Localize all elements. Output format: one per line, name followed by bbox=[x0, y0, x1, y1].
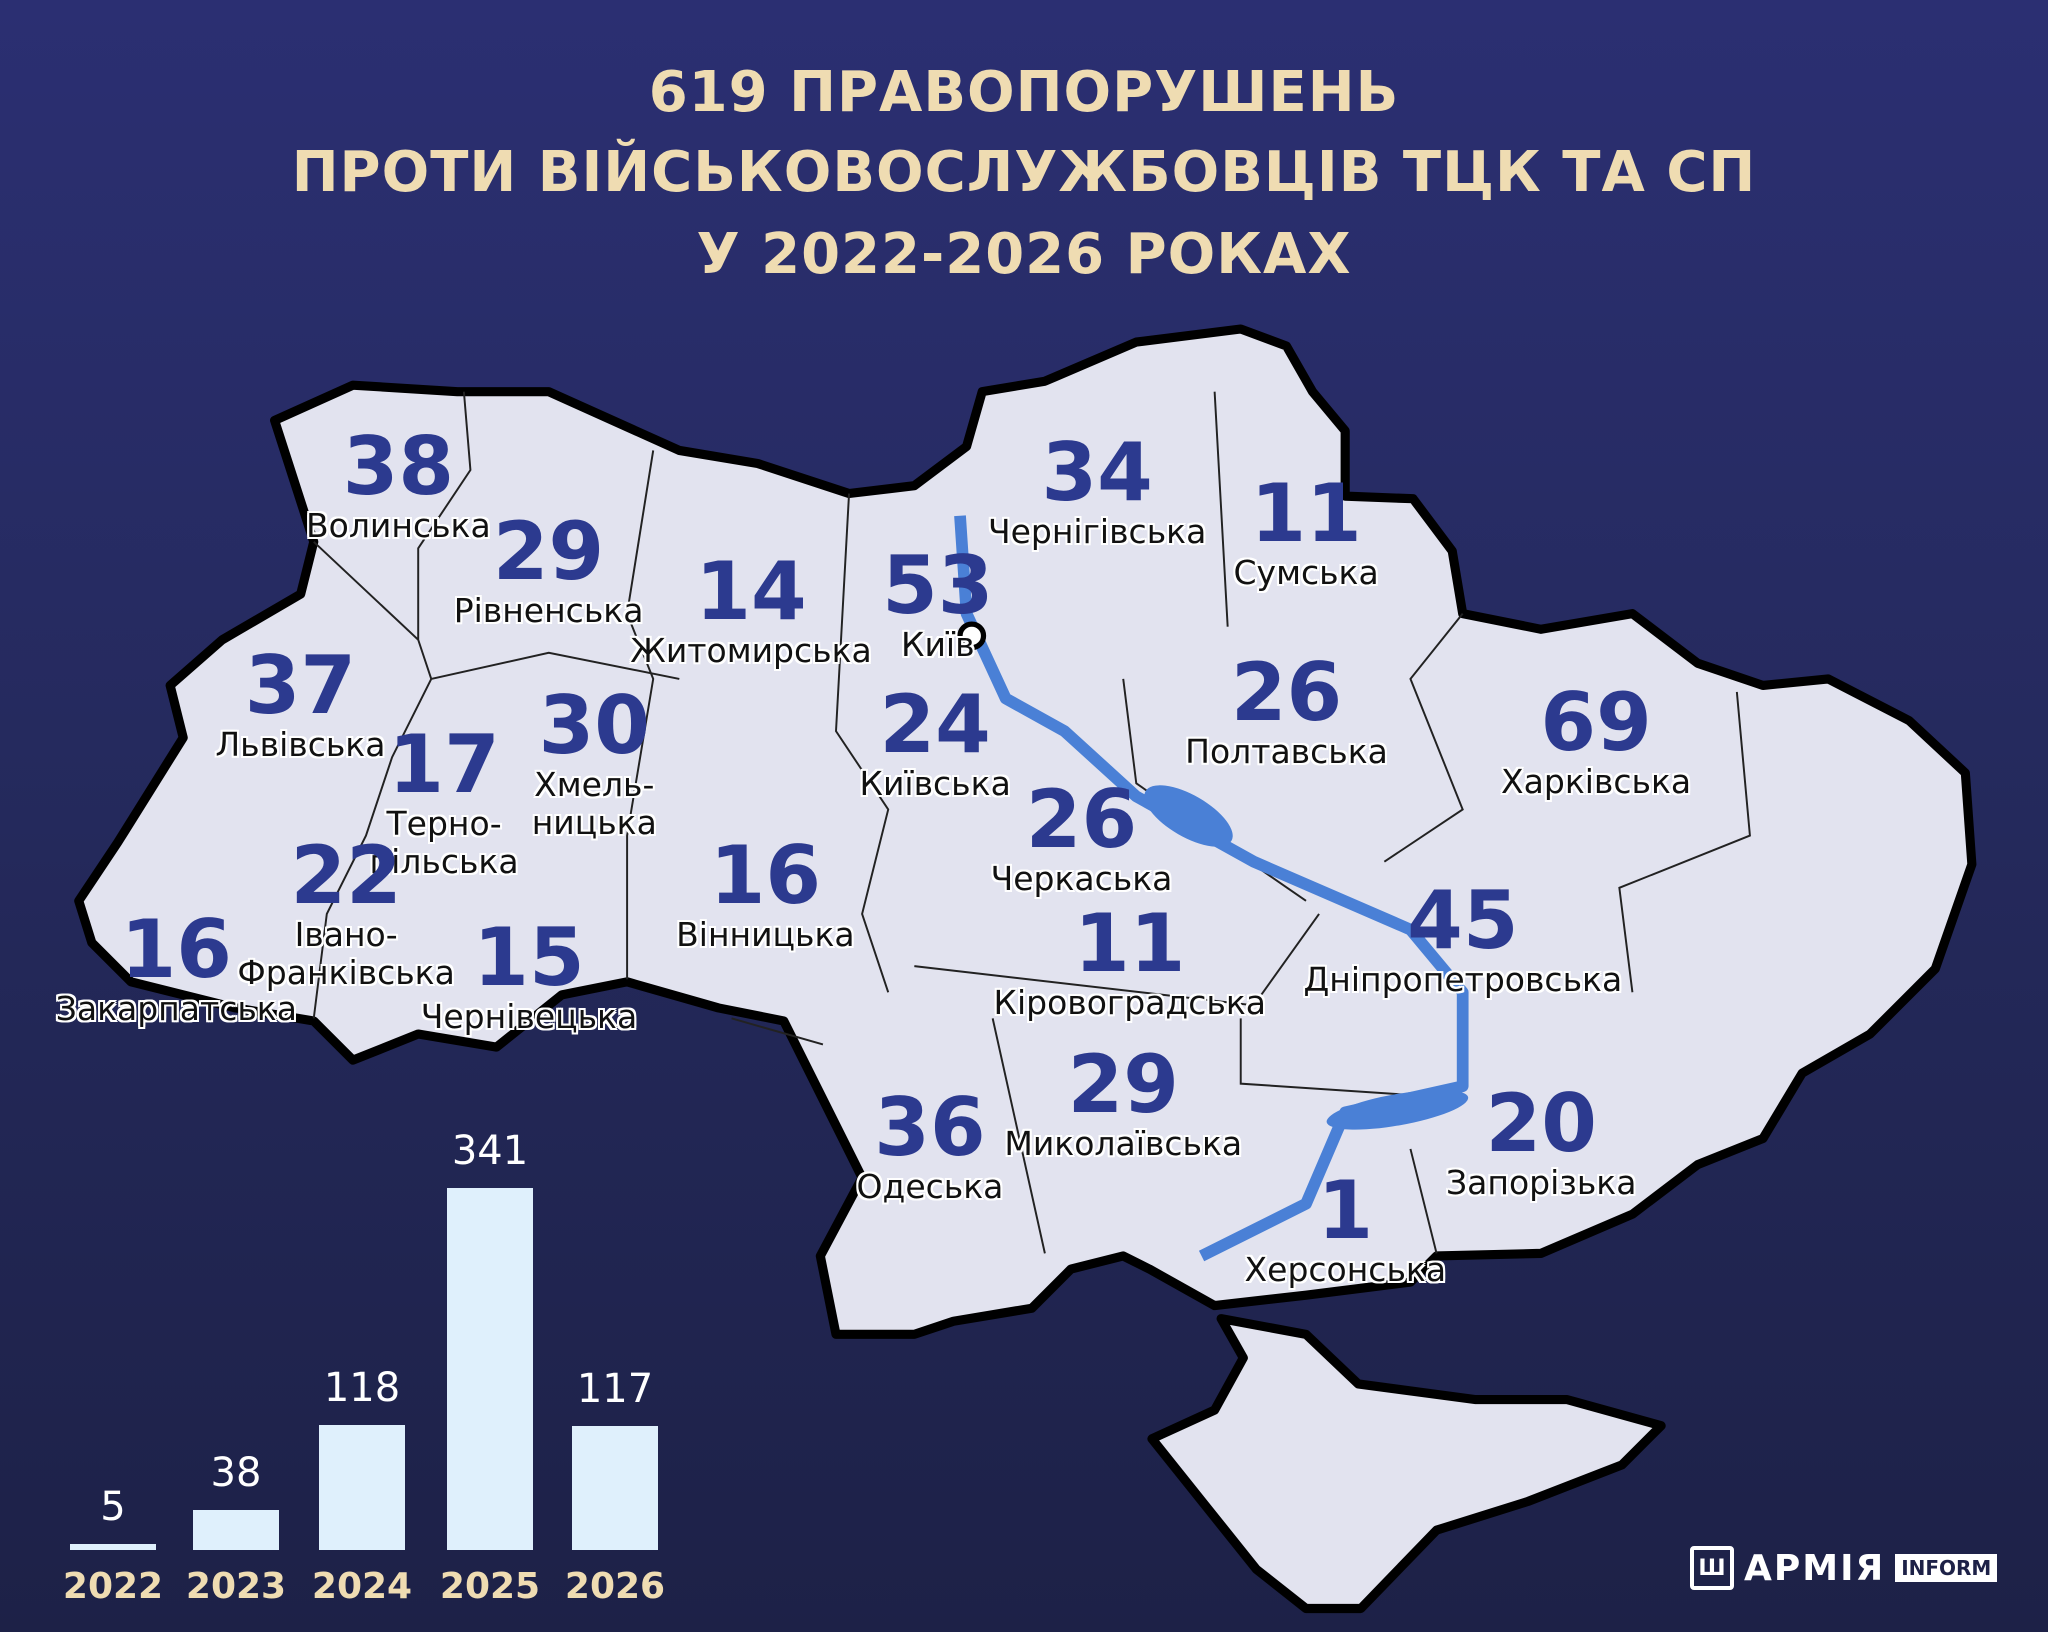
bar-year-label: 2025 bbox=[439, 1566, 541, 1607]
region-label: 16 Закарпатська bbox=[56, 910, 297, 1028]
region-label: 17 Терно- пільська bbox=[370, 725, 519, 881]
region-label: 29 Рівненська bbox=[453, 504, 644, 630]
region-value: 29 bbox=[492, 504, 605, 598]
region-label: 69 Харківська bbox=[1501, 675, 1692, 801]
title-line-3: У 2022-2026 РОКАХ bbox=[696, 222, 1352, 287]
region-label: 29 Миколаївська bbox=[1004, 1037, 1243, 1163]
region-label: 36 Одеська bbox=[856, 1080, 1004, 1206]
logo-emblem-icon: Ш bbox=[1690, 1546, 1734, 1590]
region-label: 11 Кіровоградська bbox=[993, 896, 1267, 1022]
region-label: 22 Івано- Франківська bbox=[237, 836, 454, 992]
region-label: 11 Сумська bbox=[1233, 466, 1379, 592]
bar-year-label: 2026 bbox=[564, 1566, 666, 1607]
region-value: 16 bbox=[709, 828, 822, 922]
region-name: Івано- Франківська bbox=[237, 915, 455, 993]
crimea-outline bbox=[1147, 1314, 1666, 1614]
title-line-1: 619 ПРАВОПОРУШЕНЬ bbox=[648, 60, 1400, 125]
title-line-2: ПРОТИ ВІЙСЬКОВОСЛУЖБОВЦІВ ТЦК ТА СП bbox=[291, 140, 1757, 205]
region-label: 24 Київська bbox=[860, 685, 1011, 803]
bar-value-label: 5 bbox=[100, 1484, 126, 1530]
region-name: Херсонська bbox=[1244, 1250, 1447, 1290]
region-value: 22 bbox=[290, 829, 402, 923]
logo-army-text: АРМІЯ bbox=[1744, 1547, 1886, 1589]
region-label: 15 Чернівецька bbox=[420, 910, 638, 1036]
armiya-inform-logo: Ш АРМІЯ INFORM bbox=[1690, 1546, 1998, 1590]
kakhovka-reservoir bbox=[1326, 1089, 1469, 1130]
region-value: 38 bbox=[342, 419, 455, 513]
region-name: Одеська bbox=[856, 1166, 1004, 1206]
region-name: Київ bbox=[901, 624, 975, 664]
region-label: 26 Черкаська bbox=[990, 772, 1173, 898]
bar-2024 bbox=[319, 1424, 405, 1550]
region-value: 14 bbox=[695, 545, 807, 639]
region-name: Запорізька bbox=[1446, 1162, 1637, 1202]
mainland-outline bbox=[74, 324, 1977, 1339]
region-value: 53 bbox=[882, 538, 994, 632]
region-label: 53 Київ bbox=[882, 538, 994, 664]
bar-year-label: 2022 bbox=[62, 1566, 164, 1607]
region-name: Львівська bbox=[215, 725, 386, 765]
region-value: 26 bbox=[1025, 772, 1138, 866]
bar-value-label: 118 bbox=[323, 1364, 401, 1411]
region-value: 24 bbox=[879, 678, 991, 772]
region-value: 69 bbox=[1540, 675, 1652, 769]
bar-2023 bbox=[193, 1509, 279, 1550]
region-value: 16 bbox=[120, 903, 232, 997]
region-label: 16 Вінницька bbox=[676, 828, 855, 954]
region-value: 30 bbox=[538, 679, 650, 773]
bar-2022 bbox=[70, 1544, 156, 1550]
region-label: 26 Полтавська bbox=[1185, 645, 1388, 771]
logo-inform-text: INFORM bbox=[1895, 1554, 1998, 1582]
region-label: 30 Хмель- ницька bbox=[532, 686, 657, 842]
region-name: Чернігівська bbox=[987, 512, 1207, 552]
region-name: Кіровоградська bbox=[993, 982, 1267, 1022]
region-label: 20 Запорізька bbox=[1446, 1076, 1637, 1202]
region-value: 34 bbox=[1041, 426, 1153, 520]
bar-2026 bbox=[572, 1425, 658, 1550]
kyiv-city-marker bbox=[957, 621, 987, 651]
bar-value-label: 117 bbox=[576, 1365, 654, 1412]
bar-value-label: 341 bbox=[451, 1128, 529, 1174]
region-value: 11 bbox=[1074, 896, 1186, 990]
region-name: Житомирська bbox=[630, 631, 872, 671]
region-name: Харківська bbox=[1501, 761, 1692, 801]
region-name: Хмель- ницька bbox=[531, 765, 657, 843]
bar-value-label: 38 bbox=[210, 1449, 262, 1496]
region-name: Вінницька bbox=[676, 914, 855, 954]
region-value: 11 bbox=[1250, 466, 1362, 560]
region-value: 17 bbox=[388, 718, 500, 812]
region-value: 15 bbox=[473, 910, 585, 1004]
region-name: Волинська bbox=[306, 505, 491, 545]
region-name: Сумська bbox=[1233, 552, 1379, 592]
bar-year-label: 2024 bbox=[311, 1566, 413, 1607]
region-name: Київська bbox=[859, 764, 1011, 804]
region-name: Чернівецька bbox=[420, 996, 638, 1036]
bar-2025 bbox=[447, 1188, 533, 1550]
region-name: Терно- пільська bbox=[369, 804, 519, 882]
region-label: 45 Дніпропетровська bbox=[1304, 881, 1623, 999]
region-value: 45 bbox=[1407, 874, 1519, 968]
region-value: 1 bbox=[1317, 1164, 1374, 1258]
region-name: Дніпропетровська bbox=[1303, 960, 1623, 1000]
region-value: 26 bbox=[1230, 645, 1343, 739]
region-name: Полтавська bbox=[1185, 731, 1388, 771]
region-name: Рівненська bbox=[453, 590, 644, 630]
region-value: 36 bbox=[874, 1080, 986, 1174]
kremenchuk-reservoir bbox=[1144, 785, 1233, 847]
region-label: 37 Львівська bbox=[215, 646, 385, 764]
region-name: Закарпатська bbox=[55, 989, 297, 1029]
region-value: 20 bbox=[1485, 1076, 1597, 1170]
region-name: Черкаська bbox=[990, 858, 1173, 898]
region-label: 38 Волинська bbox=[306, 419, 491, 545]
region-label: 34 Чернігівська bbox=[988, 433, 1206, 551]
bar-year-label: 2023 bbox=[185, 1566, 287, 1607]
region-value: 37 bbox=[244, 639, 357, 733]
region-label: 14 Житомирська bbox=[630, 552, 871, 670]
region-borders bbox=[312, 391, 1751, 1254]
region-label: 1 Херсонська bbox=[1245, 1171, 1447, 1289]
region-value: 29 bbox=[1067, 1037, 1179, 1131]
region-name: Миколаївська bbox=[1004, 1123, 1243, 1163]
